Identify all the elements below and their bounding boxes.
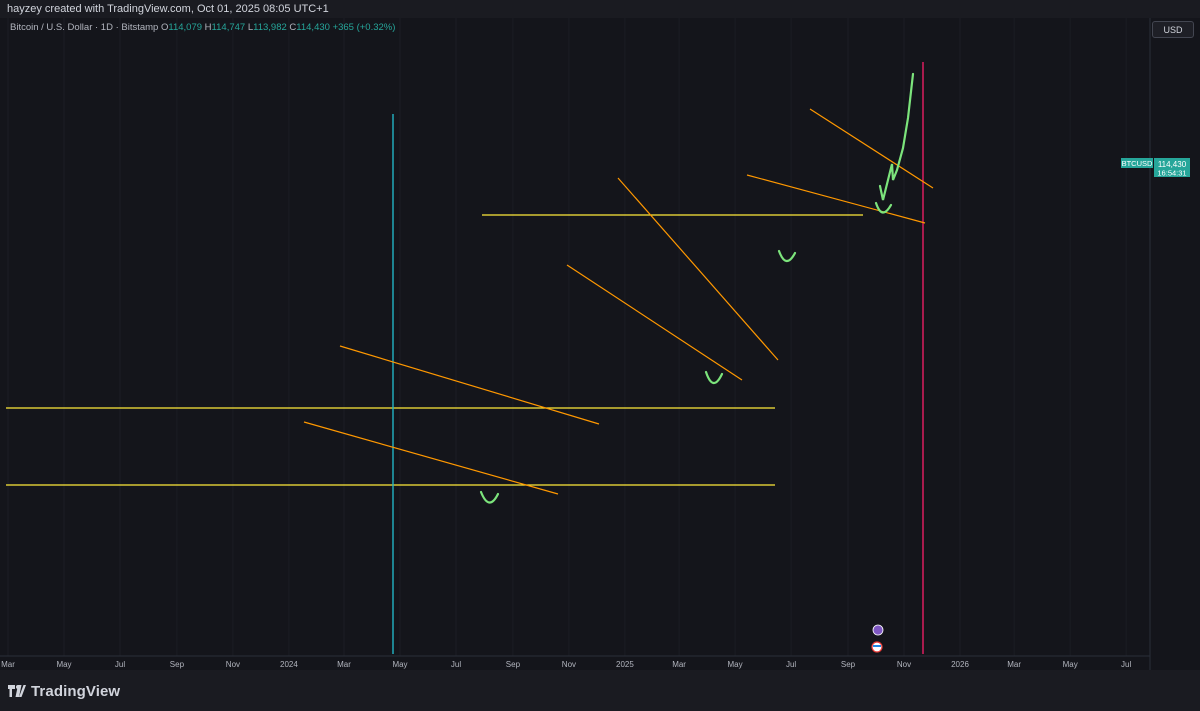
x-tick-label: May	[392, 660, 407, 669]
x-tick-label: Nov	[897, 660, 911, 669]
x-tick-label: Mar	[672, 660, 686, 669]
lightning-event-icon[interactable]	[872, 624, 884, 636]
grid-lines	[7, 18, 1127, 656]
x-tick-label: Jul	[451, 660, 461, 669]
projection-arrow	[878, 72, 915, 201]
low-value: 113,982	[253, 22, 287, 33]
close-value: 114,430	[296, 22, 330, 33]
x-tick-label: 2024	[280, 660, 298, 669]
x-tick-label: Jul	[1121, 660, 1131, 669]
wedge-bottom	[746, 174, 926, 224]
x-tick-label: Nov	[562, 660, 576, 669]
close-label: C	[289, 22, 297, 33]
tradingview-logo-text: TradingView	[31, 682, 121, 700]
x-tick-label: Nov	[226, 660, 240, 669]
price-axis[interactable]: 140,000136,000132,000128,000124,000120,0…	[1149, 18, 1185, 670]
price-label-box	[1154, 158, 1190, 177]
last-price-label: BTCUSD 114,430 16:54:31	[1121, 158, 1190, 178]
change-value: +365 (+0.32%)	[332, 22, 396, 33]
channel-2025-bottom	[566, 264, 743, 381]
x-tick-label: Sep	[841, 660, 856, 669]
tradingview-logo[interactable]: TradingView	[8, 682, 120, 700]
chart-attribution: hayzey created with TradingView.com, Oct…	[7, 3, 329, 15]
open-value: 114,079	[168, 22, 203, 33]
green-bottom-marker-3	[777, 249, 797, 263]
footer: TradingView	[0, 670, 1200, 711]
x-tick-label: Jul	[786, 660, 796, 669]
x-tick-label: May	[728, 660, 743, 669]
btc-price-chart[interactable]: 140,000136,000132,000128,000124,000120,0…	[0, 18, 1200, 670]
price-label-value: 114,430	[1158, 160, 1187, 169]
chart-area[interactable]: 140,000136,000132,000128,000124,000120,0…	[0, 18, 1200, 670]
x-tick-label: May	[56, 660, 71, 669]
channel-2024-top	[339, 345, 600, 425]
time-axis[interactable]: Mar May Jul Sep Nov 2024 Mar May Jul Sep Nov 2025 Ma…	[0, 655, 1150, 669]
x-tick-label: Mar	[1007, 660, 1021, 669]
x-tick-label: Mar	[337, 660, 351, 669]
x-tick-label: Sep	[170, 660, 185, 669]
high-value: 114,747	[211, 22, 246, 33]
event-markers[interactable]	[871, 624, 884, 653]
price-label-countdown: 16:54:31	[1157, 169, 1186, 178]
open-label: O	[161, 22, 169, 33]
x-tick-label: Sep	[506, 660, 521, 669]
currency-button[interactable]: USD	[1152, 21, 1194, 38]
channel-2025-top	[617, 177, 779, 361]
high-label: H	[204, 22, 212, 33]
us-flag-stripe	[873, 645, 881, 647]
channel-2024-bottom	[303, 421, 559, 495]
price-label-ticker: BTCUSD	[1122, 159, 1153, 168]
x-tick-label: 2025	[616, 660, 634, 669]
x-tick-label: 2026	[951, 660, 969, 669]
low-label: L	[247, 22, 254, 33]
x-tick-label: Jul	[115, 660, 125, 669]
tradingview-logo-icon	[8, 685, 26, 697]
x-tick-label: Mar	[1, 660, 15, 669]
symbol-legend[interactable]: Bitcoin / U.S. Dollar · 1D · Bitstamp O1…	[10, 22, 395, 33]
green-bottom-marker-4	[874, 201, 893, 214]
price-label-ticker-box	[1121, 158, 1153, 168]
wedge-top	[809, 108, 934, 189]
green-bottom-marker-2	[704, 370, 724, 385]
x-tick-label: May	[1063, 660, 1078, 669]
green-bottom-marker-1	[479, 490, 500, 504]
trend-drawings	[6, 62, 934, 654]
symbol-name[interactable]: Bitcoin / U.S. Dollar · 1D · Bitstamp	[10, 22, 159, 33]
